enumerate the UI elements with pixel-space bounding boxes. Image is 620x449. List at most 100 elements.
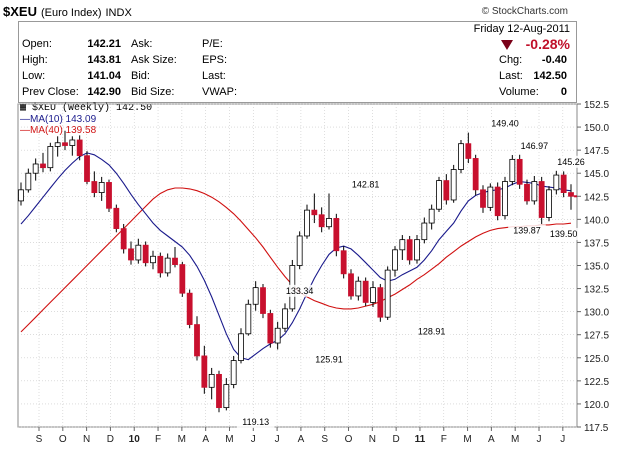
candle-body: [406, 239, 413, 261]
label-open: Open:: [22, 38, 52, 50]
candle-body: [421, 222, 428, 241]
candle-body: [150, 255, 156, 264]
candle-body: [487, 186, 494, 208]
candle-body: [62, 142, 68, 146]
symbol-text: $XEU: [3, 4, 37, 19]
candle-body: [267, 313, 274, 344]
x-tick-label: J: [537, 434, 542, 445]
candle-body: [502, 181, 508, 217]
y-tick-label: 132.5: [584, 285, 609, 296]
x-tick-label: M: [178, 434, 186, 445]
x-tick-label: S: [321, 434, 328, 445]
x-tick-label: A: [202, 434, 209, 445]
candle-body: [164, 257, 171, 274]
label-volume: Volume:: [499, 86, 539, 98]
candle-body: [311, 209, 318, 216]
candle-body: [282, 308, 288, 329]
candle-body: [230, 360, 237, 385]
x-tick-label: J: [251, 434, 256, 445]
candle-body: [377, 287, 384, 318]
candle-body: [304, 209, 310, 237]
x-tick-label: J: [560, 434, 565, 445]
candle-body: [494, 186, 501, 217]
candle-body: [157, 255, 164, 274]
legend-ma40-text: MA(40) 139.58: [30, 125, 97, 136]
candle-body: [208, 373, 215, 388]
label-high: High:: [22, 54, 48, 66]
x-tick-label: F: [155, 434, 161, 445]
index-name: (Euro Index): [40, 7, 102, 19]
candle-body: [47, 146, 54, 169]
annotation-bg: [486, 117, 524, 130]
chart-symbol: $XEU (Euro Index) INDX: [3, 4, 132, 19]
candle-body: [98, 182, 105, 193]
x-tick-label: D: [393, 434, 400, 445]
annotation-bg: [508, 224, 546, 237]
legend-main-text: $XEU (Weekly) 142.50: [32, 103, 153, 114]
candle-body: [524, 183, 530, 202]
candle-body: [465, 143, 472, 159]
annotation-label: 139.50: [550, 229, 578, 239]
y-tick-label: 140.0: [584, 215, 609, 226]
y-tick-label: 135.0: [584, 262, 609, 273]
candle-body: [296, 235, 303, 266]
annotation-bg: [515, 140, 554, 153]
x-tick-label: M: [463, 434, 471, 445]
candle-body: [384, 269, 391, 318]
candle-body: [91, 181, 98, 193]
legend-ma40: —MA(40) 139.58: [20, 125, 152, 136]
x-tick-label: A: [488, 434, 495, 445]
value-last-price: 142.50: [533, 70, 567, 82]
annotation-label: 128.91: [418, 327, 446, 337]
label-bid-size: Bid Size:: [131, 86, 175, 98]
candle-body: [480, 189, 486, 208]
candle-body: [142, 244, 149, 264]
x-tick-label: S: [36, 434, 43, 445]
candle-body: [509, 158, 516, 182]
candle-body: [560, 174, 567, 193]
candle-body: [260, 287, 266, 314]
stockcharts-credit[interactable]: © StockCharts.com: [481, 6, 568, 17]
x-tick-label: N: [83, 434, 90, 445]
value-low: 141.04: [87, 70, 121, 82]
x-tick-label: 10: [129, 434, 141, 445]
legend-main: ▦ $XEU (Weekly) 142.50: [20, 103, 152, 114]
candle-body: [472, 158, 479, 191]
label-ask-size: Ask Size:: [131, 54, 177, 66]
ma10-line-icon: —: [20, 114, 30, 125]
x-tick-label: M: [511, 434, 519, 445]
y-tick-label: 122.5: [584, 377, 609, 388]
label-low: Low:: [22, 70, 46, 82]
annotation-bg: [346, 178, 385, 191]
candle-body: [113, 207, 120, 229]
x-tick-label: J: [275, 434, 280, 445]
y-tick-label: 145.0: [584, 169, 609, 180]
candle-body: [436, 180, 442, 210]
annotation-label: 149.40: [491, 119, 519, 129]
candle-body: [458, 143, 464, 170]
label-pe: P/E:: [202, 38, 223, 50]
label-vwap: VWAP:: [202, 86, 238, 98]
candle-body: [274, 327, 281, 344]
x-tick-label: 11: [415, 434, 426, 445]
x-tick-label: D: [107, 434, 114, 445]
y-tick-label: 152.5: [584, 100, 609, 111]
down-triangle-icon: [501, 40, 513, 50]
annotation-bg: [544, 227, 583, 240]
ma10-line: [20, 152, 572, 361]
candle-body: [370, 287, 376, 303]
candle-body: [428, 208, 435, 224]
value-high: 143.81: [87, 54, 121, 66]
y-tick-label: 125.0: [584, 354, 609, 365]
x-tick-label: M: [225, 434, 233, 445]
y-tick-label: 150.0: [584, 123, 609, 134]
candle-body: [443, 180, 450, 201]
y-tick-label: 127.5: [584, 331, 609, 342]
value-volume: 0: [560, 86, 567, 98]
candle-body: [546, 189, 552, 218]
candle-body: [531, 181, 538, 202]
candle-body: [516, 158, 523, 185]
label-last: Last:: [202, 70, 226, 82]
candle-body: [69, 139, 76, 146]
